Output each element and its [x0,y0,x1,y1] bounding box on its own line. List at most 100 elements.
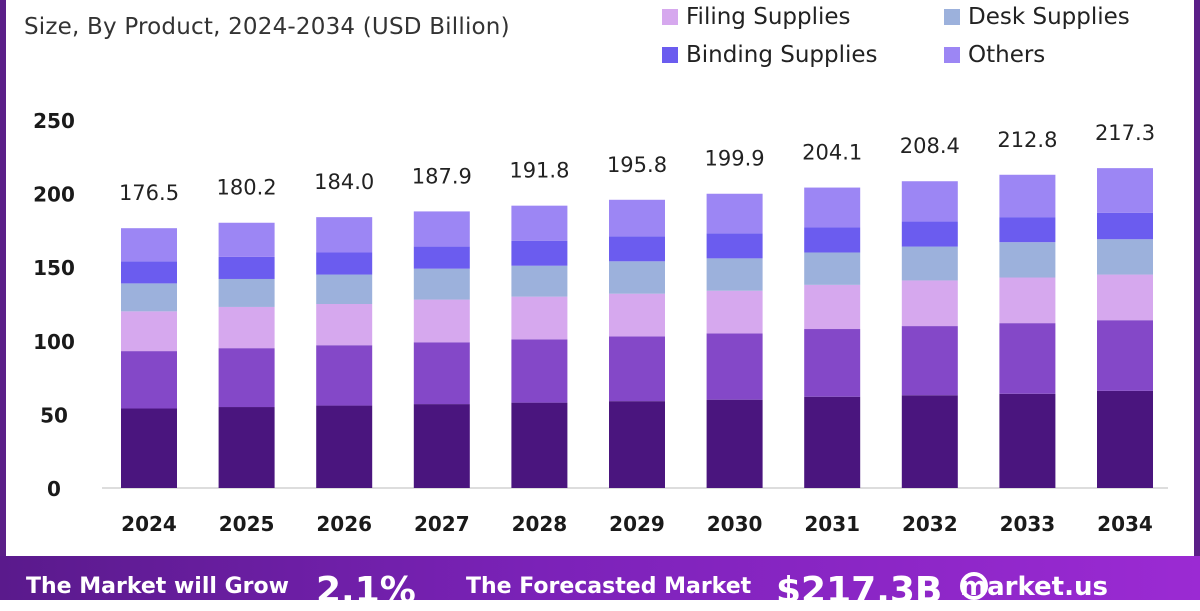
bar-segment [706,399,763,488]
x-tick-label: 2029 [609,512,665,536]
bar-segment [218,407,275,488]
footer-forecast-value: $217.3B [776,570,943,611]
bar-segment [901,280,958,327]
bar-segment [1097,168,1153,213]
bar-segment [316,252,373,275]
x-tick-label: 2030 [707,512,763,536]
bar-segment [316,304,373,346]
legend-item-others: Others [944,42,1045,68]
legend-swatch [662,47,678,63]
legend: Filing Supplies Desk Supplies Binding Su… [662,4,1182,80]
x-tick-label: 2026 [316,512,372,536]
legend-label: Desk Supplies [968,4,1130,30]
brand-name: market.us [960,572,1108,602]
bar-segment [706,333,763,400]
data-label: 204.1 [802,141,862,165]
bar-segment [1097,274,1153,321]
bar-segment [121,351,177,409]
y-tick-label: 50 [40,403,68,427]
bar-segment [218,306,275,349]
bar-segment [316,345,373,406]
bar-segment [218,256,275,279]
bar-segment [413,211,470,247]
bar-segment [511,339,568,403]
bar-segment [218,278,275,307]
legend-label: Others [968,42,1046,68]
legend-label: Filing Supplies [686,4,851,30]
data-label: 176.5 [119,181,179,205]
bar-segment [413,246,470,269]
bar-segment [804,329,861,397]
bar-segment [511,240,568,266]
bar-segment [121,311,177,352]
legend-item-desk: Desk Supplies [944,4,1130,30]
data-label: 180.2 [217,176,277,200]
bar-segment [316,274,373,304]
bar-segment [316,405,373,488]
y-tick-label: 100 [33,330,75,354]
bar-segment [316,217,373,253]
legend-swatch [944,9,960,25]
data-label: 191.8 [509,159,569,183]
bar-segment [511,205,568,241]
bar-segment [413,404,470,488]
bar-segment [901,246,958,281]
x-tick-label: 2027 [414,512,470,536]
brand-icon [960,572,988,600]
bar-segment [999,277,1056,324]
data-label: 184.0 [314,170,374,194]
bar-segment [218,348,275,408]
bar-segment [706,258,763,291]
data-label: 217.3 [1095,121,1155,145]
bar-segment [413,342,470,405]
bar-segment [999,174,1056,218]
bar-segment [218,222,275,257]
x-tick-label: 2024 [121,512,177,536]
data-label: 208.4 [900,134,960,158]
bar-segment [804,284,861,330]
data-label: 199.9 [705,147,765,171]
bar-segment [121,283,177,312]
bar-segment [609,401,665,488]
bar-segment [804,187,861,228]
y-tick-label: 200 [33,183,75,207]
bar-segment [999,393,1056,488]
bar-segment [999,217,1056,243]
footer-forecast-label: The Forecasted Market [466,574,752,599]
bar-segment [1097,390,1153,488]
x-tick-label: 2034 [1097,512,1153,536]
footer-banner: The Market will Grow 2.1% The Forecasted… [0,556,1200,611]
stacked-bar-chart: 0 50 100 150 200 250 176.5 2024 180.2 2025 184.0 20… [33,109,1168,536]
bar-segment [1097,212,1153,240]
bar-segment [901,395,958,488]
bar-segment [804,396,861,488]
bar-segment [511,296,568,340]
bar-segment [706,233,763,259]
bar-segment [609,293,665,337]
legend-swatch [944,47,960,63]
data-label: 187.9 [412,164,472,188]
data-label: 195.8 [607,153,667,177]
y-tick-label: 0 [47,477,61,501]
bar-segment [511,265,568,297]
bar-segment [121,261,177,284]
bar-segment [1097,320,1153,391]
x-tick-label: 2031 [804,512,860,536]
legend-label: Binding Supplies [686,42,878,68]
bar-segment [804,252,861,285]
bar-segment [413,299,470,343]
chart-subtitle: Size, By Product, 2024-2034 (USD Billion… [24,14,510,40]
bar-segment [901,181,958,222]
y-tick-label: 250 [33,109,75,133]
x-tick-label: 2025 [219,512,275,536]
footer-growth-value: 2.1% [316,570,416,611]
x-tick-label: 2033 [1000,512,1056,536]
bar-segment [609,261,665,294]
bar-segment [999,323,1056,394]
bar-segment [706,193,763,234]
legend-item-binding: Binding Supplies [662,42,878,68]
footer-growth-label: The Market will Grow [26,574,289,599]
bar-segment [706,290,763,334]
legend-swatch [662,9,678,25]
